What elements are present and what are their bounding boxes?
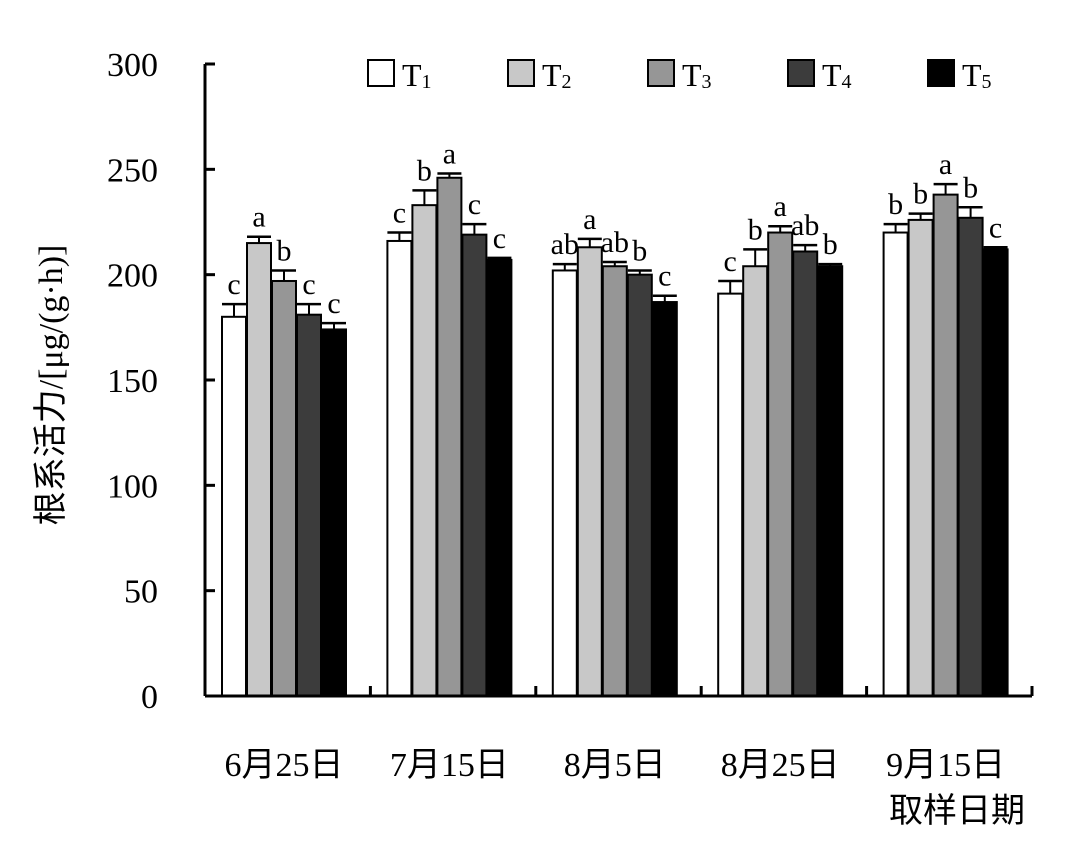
x-tick-label: 6月25日	[225, 747, 344, 784]
bar	[321, 328, 347, 697]
bar	[817, 265, 844, 697]
bar	[957, 216, 984, 698]
bar	[882, 231, 909, 698]
significance-label: c	[393, 197, 406, 230]
legend-swatch	[787, 59, 815, 87]
legend-label: T3	[682, 57, 712, 93]
y-tick-label: 250	[107, 152, 158, 189]
significance-label: c	[468, 188, 481, 221]
significance-label: b	[748, 213, 763, 246]
bar	[246, 242, 272, 697]
significance-label: a	[774, 190, 787, 223]
x-tick-label: 9月15日	[886, 747, 1005, 784]
bars-layer	[221, 172, 1009, 698]
y-tick-label: 200	[107, 258, 158, 295]
bar	[982, 248, 1009, 698]
significance-label: ab	[601, 226, 629, 259]
significance-label: c	[227, 268, 240, 301]
bar	[907, 218, 934, 697]
legend: T1 T2 T3 T4 T5	[367, 57, 992, 93]
bar	[626, 273, 653, 697]
significance-label: b	[632, 234, 647, 267]
bar	[386, 239, 413, 698]
significance-label: c	[493, 222, 506, 255]
significance-label: a	[443, 138, 456, 171]
legend-label: T2	[542, 57, 572, 93]
significance-label: a	[583, 203, 596, 236]
bar	[551, 269, 578, 697]
significance-label: b	[823, 228, 838, 261]
significance-label: ab	[791, 209, 819, 242]
bar	[296, 313, 322, 697]
bar	[717, 292, 744, 697]
y-tick-label: 0	[141, 679, 158, 716]
significance-label: c	[724, 245, 737, 278]
significance-label: a	[939, 148, 952, 181]
y-axis-title: 根系活力/[μg/(g·h)]	[32, 245, 70, 526]
x-tick-label: 8月5日	[564, 747, 666, 784]
significance-label: b	[417, 154, 432, 187]
bar	[932, 193, 959, 697]
significance-label: ab	[551, 228, 579, 261]
significance-label: c	[989, 211, 1002, 244]
bar	[742, 265, 769, 697]
bar	[767, 231, 794, 698]
bar	[651, 301, 678, 697]
legend-label: T1	[402, 57, 432, 93]
legend-label: T4	[822, 57, 852, 93]
x-tick-label: 7月15日	[390, 747, 509, 784]
y-tick-label: 100	[107, 468, 158, 505]
legend-label: T5	[962, 57, 992, 93]
significance-label: b	[913, 178, 928, 211]
legend-swatch	[507, 59, 535, 87]
y-tick-label: 150	[107, 363, 158, 400]
significance-label: c	[327, 287, 340, 320]
bar	[601, 265, 628, 697]
significance-label: b	[277, 234, 292, 267]
bar	[436, 176, 463, 697]
significance-label: b	[963, 171, 978, 204]
bar	[411, 204, 438, 697]
bar	[461, 233, 488, 697]
bar	[792, 250, 819, 697]
legend-swatch	[927, 59, 955, 87]
significance-label: b	[888, 188, 903, 221]
bar	[486, 258, 513, 697]
legend-swatch	[647, 59, 675, 87]
x-axis-title: 取样日期	[889, 792, 1025, 830]
significance-label: c	[658, 260, 671, 293]
bar	[271, 279, 297, 697]
significance-label: c	[302, 268, 315, 301]
axes-layer	[203, 62, 1034, 698]
bar	[221, 315, 247, 697]
significance-label: a	[252, 201, 265, 234]
x-tick-label: 8月25日	[721, 747, 840, 784]
bar	[576, 246, 603, 697]
y-tick-label: 50	[124, 574, 158, 611]
legend-swatch	[367, 59, 395, 87]
y-tick-label: 300	[107, 47, 158, 84]
